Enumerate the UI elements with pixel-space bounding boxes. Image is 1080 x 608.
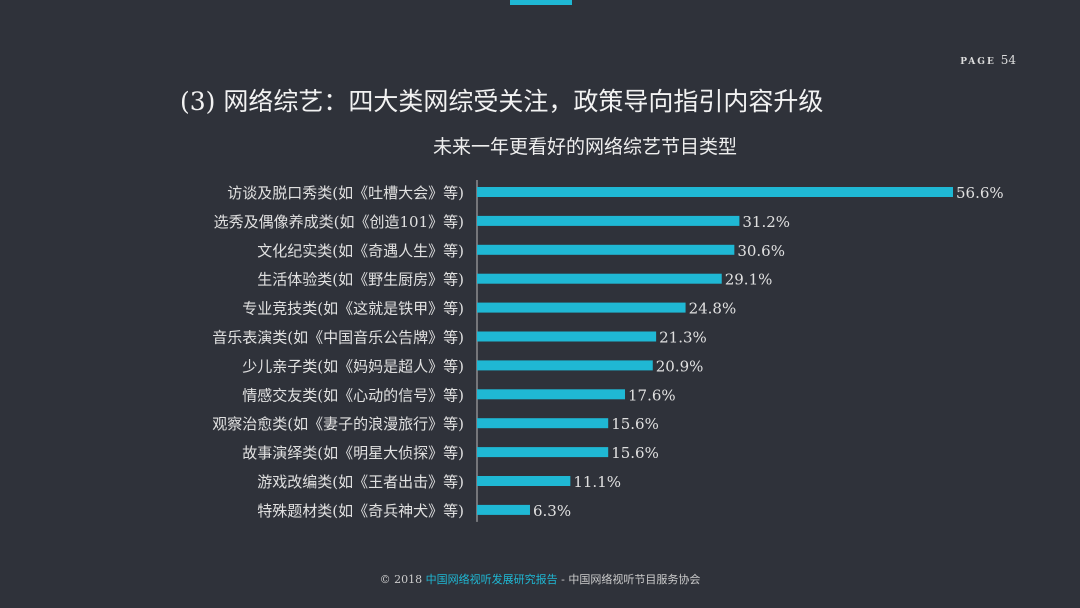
category-label: 选秀及偶像养成类(如《创造101》等) (214, 213, 464, 231)
category-label: 访谈及脱口秀类(如《吐槽大会》等) (227, 184, 464, 202)
category-label: 少儿亲子类(如《妈妈是超人》等) (242, 357, 464, 375)
slide-title: (3) 网络综艺：四大类网综受关注，政策导向指引内容升级 (180, 87, 824, 116)
category-label: 观察治愈类(如《妻子的浪漫旅行》等) (212, 415, 464, 433)
data-label: 30.6% (737, 242, 785, 260)
bar (477, 244, 735, 255)
footer: © 2018 中国网络视听发展研究报告 - 中国网络视听节目服务协会 (379, 573, 701, 586)
top-accent-bar (510, 0, 572, 5)
data-label: 21.3% (659, 329, 707, 347)
data-label: 56.6% (956, 184, 1004, 202)
bar (477, 360, 653, 371)
data-label: 11.1% (573, 473, 621, 491)
bar (477, 476, 571, 486)
bar (477, 215, 740, 226)
category-label: 专业竞技类(如《这就是铁甲》等) (242, 300, 464, 318)
category-label: 文化纪实类(如《奇遇人生》等) (257, 242, 464, 260)
bar (477, 418, 609, 429)
bar (477, 447, 609, 458)
data-label: 15.6% (611, 415, 659, 433)
data-label: 24.8% (689, 300, 737, 318)
data-label: 15.6% (611, 444, 659, 462)
bar (477, 187, 953, 197)
category-label: 情感交友类(如《心动的信号》等) (242, 386, 464, 404)
category-label: 音乐表演类(如《中国音乐公告牌》等) (212, 329, 464, 347)
bar (477, 302, 686, 313)
data-label: 29.1% (725, 271, 773, 289)
bar (477, 273, 722, 284)
category-label: 特殊题材类(如《奇兵神犬》等) (257, 502, 464, 520)
data-label: 31.2% (742, 213, 790, 231)
page-number: PAGE 54 (960, 53, 1016, 67)
data-label: 6.3% (533, 502, 571, 520)
data-label: 20.9% (656, 357, 704, 375)
category-label: 故事演绎类(如《明星大侦探》等) (242, 444, 464, 462)
data-label: 17.6% (628, 386, 676, 404)
category-label: 生活体验类(如《野生厨房》等) (257, 271, 464, 289)
category-label: 游戏改编类(如《王者出击》等) (257, 473, 464, 491)
bar (477, 504, 530, 515)
bar (477, 389, 626, 400)
bar (477, 331, 657, 342)
chart-title: 未来一年更看好的网络综艺节目类型 (432, 136, 737, 158)
